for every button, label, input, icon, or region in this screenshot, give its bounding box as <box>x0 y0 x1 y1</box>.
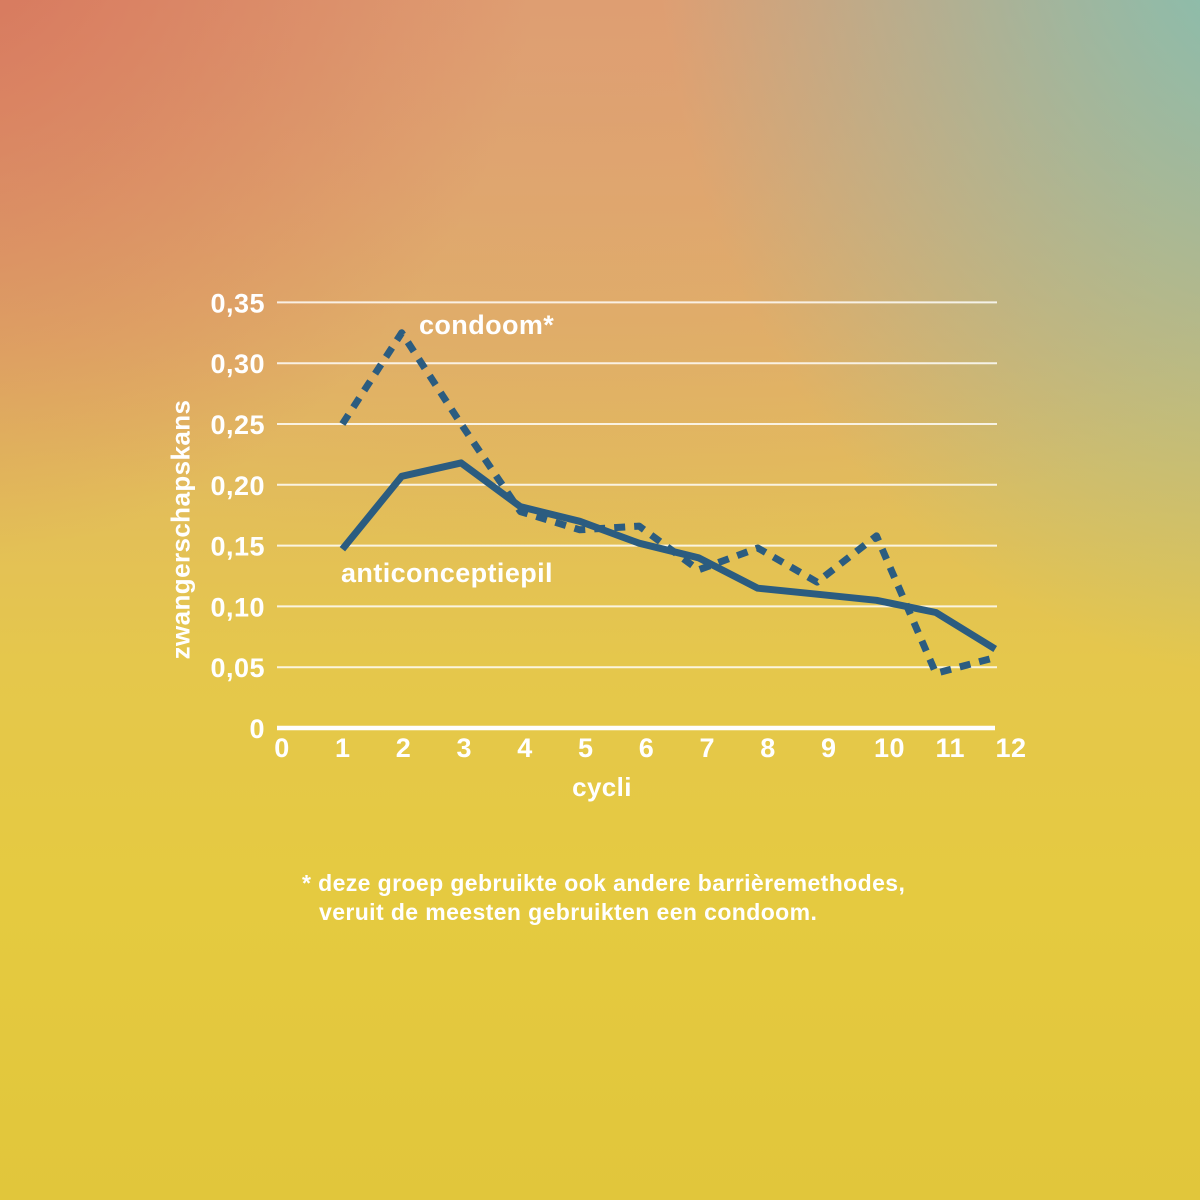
y-tick-label: 0,10 <box>210 592 265 622</box>
footnote: * deze groep gebruikte ook andere barriè… <box>302 869 905 927</box>
y-axis-title: zwangerschapskans <box>165 399 196 660</box>
y-tick-label: 0,15 <box>210 532 265 562</box>
y-tick-label: 0,20 <box>210 471 265 501</box>
x-tick-label: 6 <box>639 733 655 763</box>
x-tick-label: 1 <box>335 733 351 763</box>
y-tick-label: 0,30 <box>210 349 265 379</box>
x-tick-label: 9 <box>821 733 837 763</box>
x-tick-label: 5 <box>578 733 594 763</box>
y-tick-label: 0,35 <box>210 288 265 318</box>
x-tick-label: 8 <box>760 733 776 763</box>
series-line-condoom <box>339 329 997 677</box>
y-tick-label: 0,05 <box>210 653 265 683</box>
x-tick-label: 2 <box>396 733 412 763</box>
footnote-line-1: * deze groep gebruikte ook andere barriè… <box>302 870 906 896</box>
y-tick-label: 0,25 <box>210 410 265 440</box>
series-label-anticonceptiepil: anticonceptiepil <box>341 558 553 588</box>
x-tick-label: 10 <box>874 733 905 763</box>
series-label-condoom: condoom* <box>419 310 555 340</box>
x-tick-label: 12 <box>995 733 1026 763</box>
series-line-anticonceptiepil <box>339 459 998 652</box>
x-axis-title: cycli <box>572 772 632 802</box>
x-tick-label: 4 <box>517 733 533 763</box>
footnote-line-2: veruit de meesten gebruikten een condoom… <box>319 899 818 925</box>
x-tick-label: 0 <box>274 733 290 763</box>
x-tick-label: 7 <box>700 733 716 763</box>
x-tick-label: 3 <box>457 733 473 763</box>
x-tick-label: 11 <box>936 733 966 763</box>
y-tick-label: 0 <box>249 714 265 744</box>
